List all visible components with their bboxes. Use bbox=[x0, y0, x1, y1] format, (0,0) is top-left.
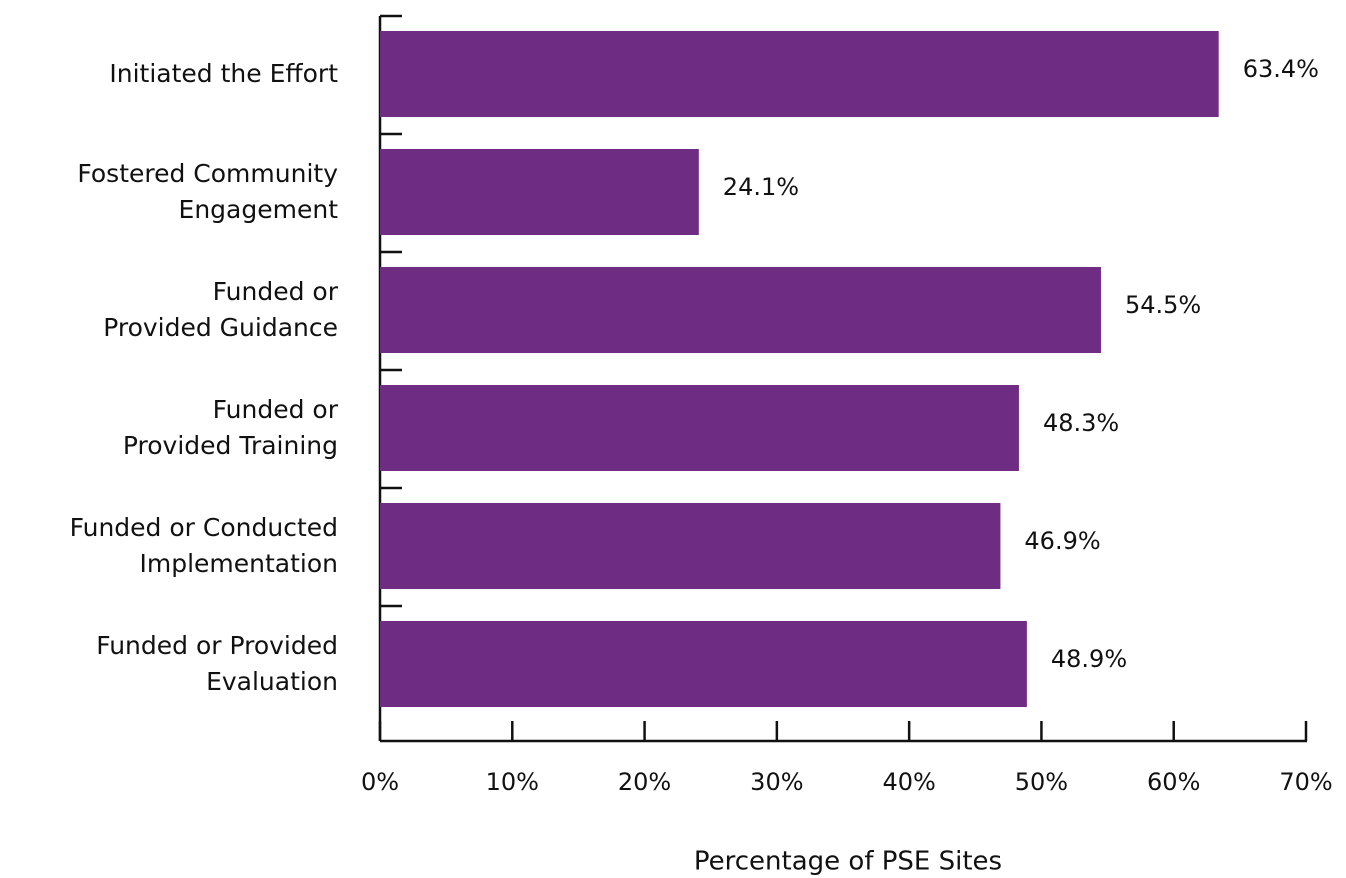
bar bbox=[380, 31, 1219, 117]
x-tick-label: 20% bbox=[618, 768, 671, 796]
x-tick-label: 0% bbox=[361, 768, 399, 796]
y-tick-label: Initiated the Effort bbox=[109, 59, 338, 88]
bar bbox=[380, 267, 1101, 353]
bar bbox=[380, 149, 699, 235]
bar bbox=[380, 385, 1019, 471]
x-tick-label: 50% bbox=[1015, 768, 1068, 796]
y-tick-label: Funded or Provided Training bbox=[122, 395, 338, 460]
x-tick-label: 30% bbox=[750, 768, 803, 796]
value-label: 54.5% bbox=[1125, 291, 1201, 319]
x-axis-title: Percentage of PSE Sites bbox=[694, 847, 1002, 877]
y-tick-label: Funded or Provided Guidance bbox=[103, 277, 338, 342]
value-label: 63.4% bbox=[1243, 55, 1319, 83]
value-label: 48.3% bbox=[1043, 409, 1119, 437]
value-label: 24.1% bbox=[723, 173, 799, 201]
value-label: 46.9% bbox=[1024, 527, 1100, 555]
y-tick-label: Fostered Community Engagement bbox=[77, 159, 338, 224]
x-tick-label: 70% bbox=[1279, 768, 1332, 796]
bar bbox=[380, 621, 1027, 707]
x-tick-label: 60% bbox=[1147, 768, 1200, 796]
bar bbox=[380, 503, 1001, 589]
value-label: 48.9% bbox=[1051, 645, 1127, 673]
x-tick-label: 40% bbox=[882, 768, 935, 796]
y-tick-label: Funded or Conducted Implementation bbox=[69, 513, 338, 578]
y-tick-label: Funded or Provided Evaluation bbox=[96, 631, 338, 696]
x-tick-label: 10% bbox=[486, 768, 539, 796]
